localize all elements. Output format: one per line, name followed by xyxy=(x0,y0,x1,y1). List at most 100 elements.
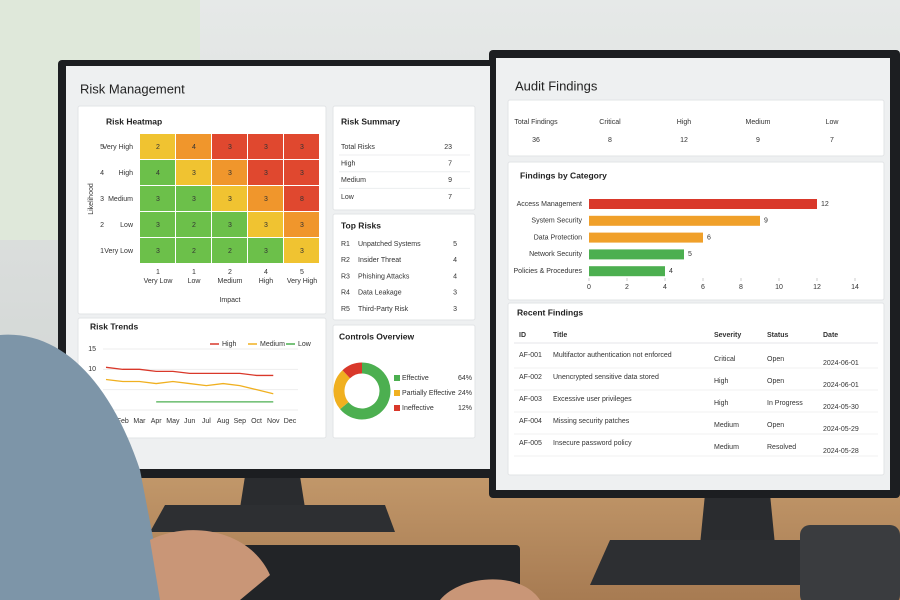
heatmap-cell xyxy=(284,160,319,185)
left-title: Risk Management xyxy=(80,81,185,96)
legend-label: Partially Effective xyxy=(402,390,456,397)
category-label: System Security xyxy=(531,218,582,225)
x-tick-label: Oct xyxy=(251,418,262,425)
heatmap-cell xyxy=(176,134,211,159)
kpi-value: 12 xyxy=(680,137,688,144)
foreground xyxy=(0,334,900,600)
mug xyxy=(800,525,900,600)
cell-id: AF-005 xyxy=(519,440,542,447)
heatmap-cell xyxy=(248,186,283,211)
heatmap-value: 3 xyxy=(192,196,196,203)
summary-label: Low xyxy=(341,194,355,201)
donut-segment xyxy=(333,370,351,410)
row-name: Very Low xyxy=(104,248,134,255)
cell-title: Excessive user privileges xyxy=(553,396,632,403)
heatmap-value: 3 xyxy=(264,170,268,177)
col-name: Very Low xyxy=(144,278,174,285)
panel-title: Controls Overview xyxy=(339,331,414,341)
legend-swatch xyxy=(394,390,400,396)
col-name: High xyxy=(259,278,274,285)
heatmap-value: 8 xyxy=(300,196,304,203)
panel-title: Findings by Category xyxy=(520,170,607,180)
cell-title: Multifactor authentication not enforced xyxy=(553,352,672,359)
row-name: Medium xyxy=(108,196,133,203)
risk-name: Third-Party Risk xyxy=(358,306,409,313)
heatmap-value: 3 xyxy=(192,170,196,177)
cell-status: Open xyxy=(767,356,784,363)
cell-severity: Medium xyxy=(714,422,739,429)
bar-value: 4 xyxy=(669,268,673,275)
x-tick-label: 14 xyxy=(851,284,859,291)
heatmap-cell xyxy=(176,212,211,237)
bar xyxy=(589,266,665,277)
col-name: Low xyxy=(188,278,202,285)
risk-score: 4 xyxy=(453,257,457,264)
col-level: 1 xyxy=(156,269,160,276)
heatmap-value: 2 xyxy=(192,248,196,255)
summary-value: 7 xyxy=(448,194,452,201)
x-tick-label: Mar xyxy=(133,418,146,425)
column-header: Title xyxy=(553,332,567,339)
risk-score: 3 xyxy=(453,306,457,313)
heatmap-cell xyxy=(212,186,247,211)
kpi-label: Medium xyxy=(746,119,771,126)
heatmap-cell xyxy=(140,186,175,211)
donut-segment xyxy=(342,362,363,379)
row-name: Low xyxy=(120,222,134,229)
dashboard-content: Risk Management Audit Findings Risk Heat… xyxy=(77,78,885,476)
col-level: 2 xyxy=(228,269,232,276)
risk-name: Unpatched Systems xyxy=(358,241,421,248)
heatmap-value: 3 xyxy=(300,170,304,177)
legend-label: Ineffective xyxy=(402,405,434,412)
kpi-label: Critical xyxy=(599,119,621,126)
left-stand-neck xyxy=(240,476,305,508)
kpi-value: 36 xyxy=(532,137,540,144)
cell-id: AF-002 xyxy=(519,374,542,381)
cell-title: Missing security patches xyxy=(553,418,630,425)
heatmap-cell xyxy=(212,160,247,185)
summary-label: Medium xyxy=(341,177,366,184)
summary-label: High xyxy=(341,161,356,168)
heatmap-cell xyxy=(284,238,319,263)
bar xyxy=(589,215,760,226)
panel xyxy=(507,99,885,157)
x-tick-label: Jun xyxy=(184,418,195,425)
right-stand-neck xyxy=(700,494,775,545)
person-hand xyxy=(150,530,270,600)
heatmap-cell xyxy=(284,134,319,159)
kpi-value: 9 xyxy=(756,137,760,144)
column-header: Severity xyxy=(714,332,741,339)
x-tick-label: 8 xyxy=(739,284,743,291)
heatmap-value: 3 xyxy=(264,144,268,151)
x-tick-label: Jul xyxy=(202,418,211,425)
x-tick-label: 10 xyxy=(775,284,783,291)
column-header: Status xyxy=(767,332,789,339)
risk-id: R4 xyxy=(341,290,350,297)
heatmap-value: 2 xyxy=(156,144,160,151)
x-tick-label: 6 xyxy=(701,284,705,291)
panel-title: Risk Trends xyxy=(90,321,138,331)
cell-date: 2024-05-29 xyxy=(823,426,859,433)
row-level: 2 xyxy=(100,222,104,229)
heatmap-cell xyxy=(176,238,211,263)
x-tick-label: Nov xyxy=(267,418,280,425)
risk-id: R3 xyxy=(341,273,350,280)
heatmap-cell xyxy=(284,186,319,211)
bar-value: 12 xyxy=(821,201,829,208)
legend-value: 12% xyxy=(458,405,472,412)
row-level: 3 xyxy=(100,196,104,203)
heatmap-cell xyxy=(248,134,283,159)
legend-value: 64% xyxy=(458,375,472,382)
y-axis-label: Likelihood xyxy=(88,183,95,215)
risk-name: Insider Threat xyxy=(358,257,401,264)
cell-date: 2024-05-28 xyxy=(823,448,859,455)
heatmap-cell xyxy=(212,212,247,237)
panel-title: Risk Summary xyxy=(341,116,400,126)
category-label: Data Protection xyxy=(534,234,582,241)
x-tick-label: Aug xyxy=(217,418,230,425)
heatmap-value: 3 xyxy=(300,248,304,255)
heatmap-value: 3 xyxy=(228,196,232,203)
row-level: 5 xyxy=(100,144,104,151)
row-name: Very High xyxy=(103,144,133,151)
